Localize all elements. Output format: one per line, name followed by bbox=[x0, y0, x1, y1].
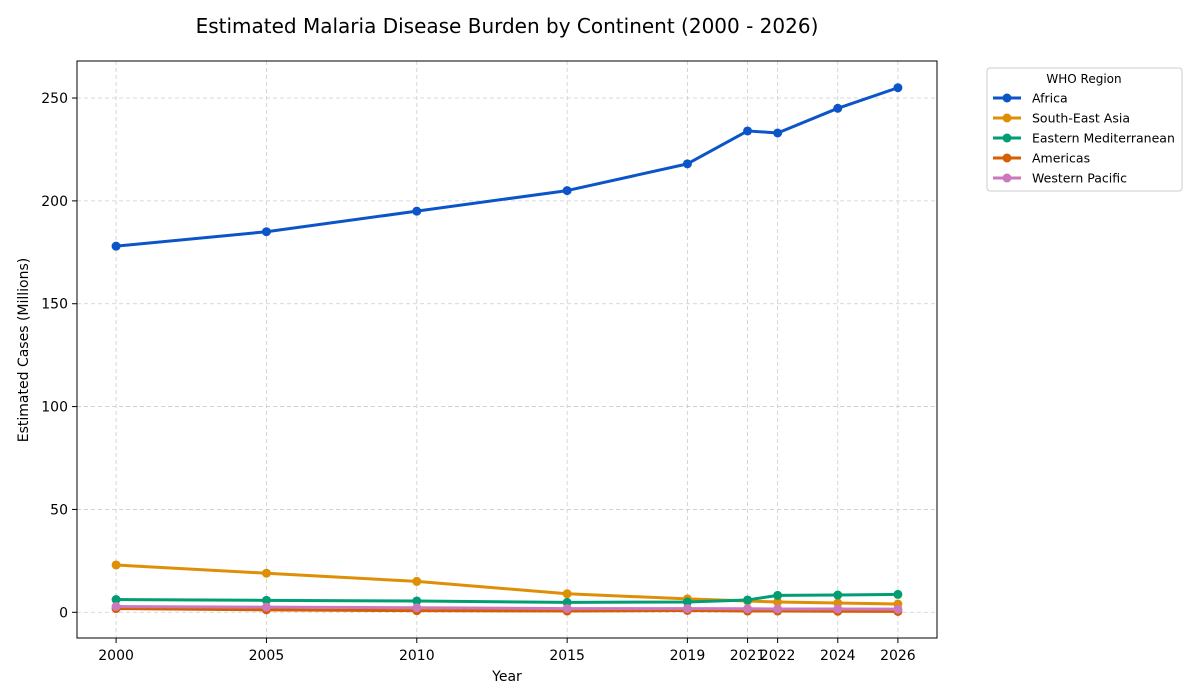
data-point-eastern-mediterranean bbox=[833, 590, 843, 600]
y-tick-label: 200 bbox=[41, 194, 68, 210]
y-tick-label: 50 bbox=[50, 502, 68, 518]
legend-swatch-marker bbox=[1002, 113, 1012, 123]
series-lines bbox=[111, 83, 903, 616]
legend-label: South-East Asia bbox=[1032, 111, 1130, 126]
chart-title: Estimated Malaria Disease Burden by Cont… bbox=[196, 14, 819, 38]
x-tick-label: 2022 bbox=[760, 648, 796, 664]
data-point-south-east-asia bbox=[562, 589, 572, 599]
legend-label: Eastern Mediterranean bbox=[1032, 131, 1175, 146]
series-eastern-mediterranean bbox=[111, 589, 903, 607]
data-point-western-pacific bbox=[412, 603, 422, 613]
series-line-africa bbox=[114, 86, 900, 248]
legend-label: Africa bbox=[1032, 91, 1068, 106]
legend-swatch-marker bbox=[1002, 93, 1012, 103]
y-tick-label: 100 bbox=[41, 400, 68, 416]
legend-title: WHO Region bbox=[1046, 72, 1121, 86]
series-africa bbox=[111, 83, 903, 251]
legend-item-americas: Americas bbox=[993, 151, 1090, 166]
data-point-eastern-mediterranean bbox=[111, 595, 121, 605]
data-point-western-pacific bbox=[111, 602, 121, 612]
legend-item-africa: Africa bbox=[993, 91, 1068, 106]
data-point-south-east-asia bbox=[261, 568, 271, 578]
x-tick-label: 2015 bbox=[549, 648, 585, 664]
data-point-africa bbox=[111, 241, 121, 251]
data-point-africa bbox=[833, 103, 843, 113]
y-tick-label: 250 bbox=[41, 91, 68, 107]
y-axis-ticks: 0 50 100 150 200 250 bbox=[41, 91, 77, 621]
data-point-eastern-mediterranean bbox=[261, 595, 271, 605]
data-point-africa bbox=[412, 206, 422, 216]
data-point-eastern-mediterranean bbox=[773, 590, 783, 600]
x-tick-label: 2024 bbox=[820, 648, 856, 664]
x-tick-label: 2010 bbox=[399, 648, 435, 664]
data-point-western-pacific bbox=[893, 604, 903, 614]
data-point-western-pacific bbox=[261, 602, 271, 612]
data-point-western-pacific bbox=[743, 604, 753, 614]
data-point-south-east-asia bbox=[773, 597, 783, 607]
data-point-africa bbox=[893, 83, 903, 93]
data-point-eastern-mediterranean bbox=[412, 596, 422, 606]
data-point-africa bbox=[773, 128, 783, 138]
data-point-western-pacific bbox=[682, 604, 692, 614]
legend-item-eastern-mediterranean: Eastern Mediterranean bbox=[993, 131, 1175, 146]
legend-label: Americas bbox=[1032, 151, 1090, 166]
data-point-south-east-asia bbox=[412, 576, 422, 586]
legend-swatch-marker bbox=[1002, 173, 1012, 183]
data-point-western-pacific bbox=[773, 604, 783, 614]
data-point-africa bbox=[261, 227, 271, 237]
x-tick-label: 2026 bbox=[880, 648, 916, 664]
data-point-eastern-mediterranean bbox=[682, 597, 692, 607]
data-point-africa bbox=[743, 126, 753, 136]
legend: WHO Region Africa South-East Asia Eastern … bbox=[986, 67, 1183, 192]
x-tick-label: 2005 bbox=[249, 648, 285, 664]
x-tick-label: 2000 bbox=[98, 648, 134, 664]
legend-item-western-pacific: Western Pacific bbox=[993, 171, 1127, 186]
legend-label: Western Pacific bbox=[1032, 171, 1127, 186]
data-point-south-east-asia bbox=[111, 560, 121, 570]
x-tick-label: 2019 bbox=[670, 648, 706, 664]
x-axis-label: Year bbox=[491, 669, 522, 685]
data-point-eastern-mediterranean bbox=[893, 589, 903, 599]
data-point-western-pacific bbox=[833, 604, 843, 614]
y-tick-label: 150 bbox=[41, 297, 68, 313]
y-tick-label: 0 bbox=[59, 605, 68, 621]
legend-swatch-marker bbox=[1002, 133, 1012, 143]
data-point-western-pacific bbox=[562, 604, 572, 614]
legend-swatch-marker bbox=[1002, 153, 1012, 163]
x-tick-label: 2021 bbox=[730, 648, 766, 664]
data-point-eastern-mediterranean bbox=[743, 595, 753, 605]
data-point-africa bbox=[682, 159, 692, 169]
legend-item-south-east-asia: South-East Asia bbox=[993, 111, 1130, 126]
legend-frame bbox=[986, 67, 1183, 192]
y-axis-label: Estimated Cases (Millions) bbox=[16, 258, 32, 442]
plot-area-frame bbox=[76, 60, 938, 639]
series-western-pacific bbox=[111, 602, 903, 614]
data-point-africa bbox=[562, 186, 572, 196]
data-point-eastern-mediterranean bbox=[562, 597, 572, 607]
grid-lines bbox=[77, 61, 937, 638]
